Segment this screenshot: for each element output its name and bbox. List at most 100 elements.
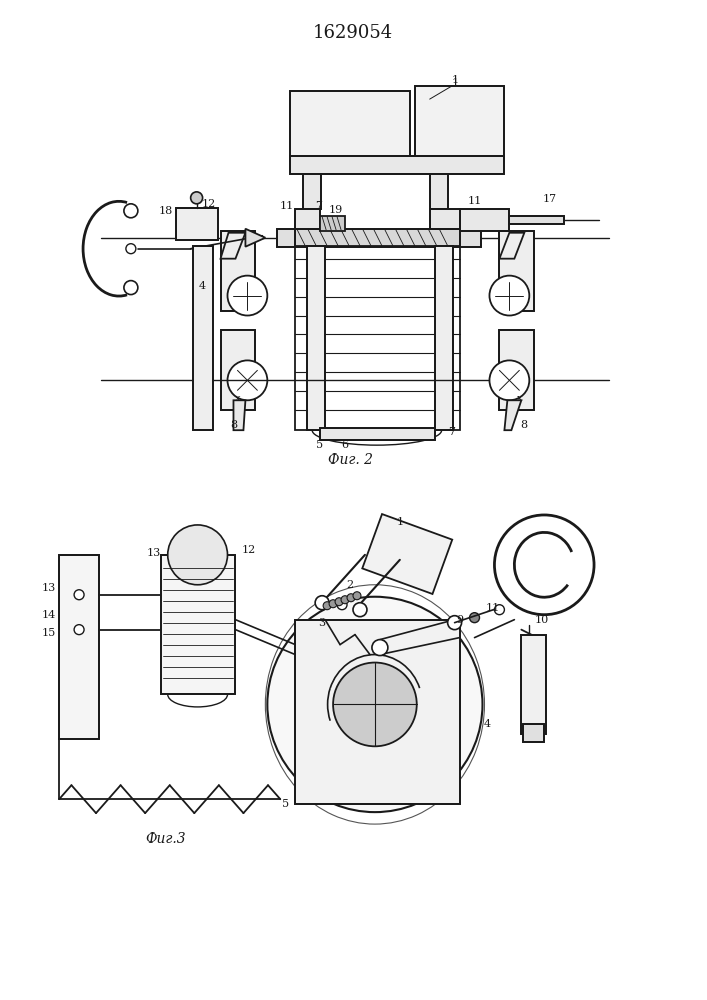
Text: 13: 13 [42,583,57,593]
Circle shape [469,613,479,623]
Circle shape [323,602,331,610]
Circle shape [228,276,267,316]
Bar [192,246,213,430]
Bar [523,724,544,742]
Circle shape [489,360,530,400]
Bar [176,208,218,240]
Circle shape [448,616,462,630]
Text: 4: 4 [199,281,206,291]
Bar [221,330,255,410]
Circle shape [168,525,228,585]
Bar [320,216,345,231]
Bar [296,246,460,430]
Circle shape [372,640,388,656]
Text: Фиг.3: Фиг.3 [146,832,186,846]
Bar [415,86,504,161]
Circle shape [124,204,138,218]
Text: 19: 19 [329,205,343,215]
Text: Фиг. 2: Фиг. 2 [327,453,373,467]
Circle shape [341,596,349,604]
Bar [303,174,321,209]
Bar [277,229,296,247]
Bar [176,208,218,240]
Circle shape [335,598,343,606]
Bar [291,91,410,161]
Bar [430,174,448,209]
Text: 11: 11 [485,603,500,613]
Bar [430,209,460,229]
Circle shape [333,663,416,746]
Text: 2: 2 [346,580,354,590]
Bar [320,428,435,440]
Bar [509,216,564,224]
Text: 17: 17 [542,194,556,204]
Bar [430,174,448,209]
Text: 3: 3 [319,618,326,628]
Text: 13: 13 [146,548,161,558]
Text: 8: 8 [520,420,527,430]
Circle shape [74,625,84,635]
Bar [221,231,255,311]
Circle shape [267,597,482,812]
Bar [59,555,99,739]
Text: 6: 6 [341,440,349,450]
Bar [460,229,481,247]
Circle shape [74,590,84,600]
Bar [499,231,534,311]
Circle shape [126,244,136,254]
Bar [192,246,213,430]
Circle shape [124,281,138,295]
Bar [296,209,320,229]
Circle shape [489,276,530,316]
Text: 1629054: 1629054 [313,24,393,42]
Circle shape [494,605,504,615]
Text: x: x [517,394,522,403]
Circle shape [228,360,267,400]
Bar [296,209,320,229]
Bar [435,246,452,430]
Bar [521,635,547,734]
Bar [221,330,255,410]
Bar [296,229,460,247]
Circle shape [347,594,355,602]
Bar [307,246,325,430]
Bar [509,216,564,224]
Bar [499,330,534,410]
Text: 5: 5 [281,799,289,809]
Bar [277,229,296,247]
Text: 1: 1 [396,517,404,527]
Text: 1: 1 [452,75,459,85]
Polygon shape [221,233,245,259]
Bar [460,209,509,231]
Bar [499,231,534,311]
Text: 12: 12 [201,199,216,209]
Circle shape [353,603,367,617]
Text: 9: 9 [456,615,463,625]
Polygon shape [245,229,265,247]
Bar [521,635,547,734]
Circle shape [191,192,203,204]
Bar [320,428,435,440]
Bar [415,86,504,161]
Bar [460,209,509,231]
Polygon shape [233,400,245,430]
Text: 12: 12 [241,545,255,555]
Bar [460,229,481,247]
Bar [221,231,255,311]
Text: 8: 8 [230,420,237,430]
Bar [59,555,99,739]
Bar [430,209,460,229]
Bar [291,156,504,174]
Circle shape [494,515,594,615]
Text: 18: 18 [158,206,173,216]
Bar [291,91,410,161]
Text: 7: 7 [315,201,322,211]
Text: 11: 11 [467,196,481,206]
Text: 14: 14 [42,610,57,620]
Text: 5: 5 [315,440,322,450]
Bar [435,246,452,430]
Bar [160,555,235,694]
Bar [296,620,460,804]
Bar [499,330,534,410]
Polygon shape [504,400,521,430]
